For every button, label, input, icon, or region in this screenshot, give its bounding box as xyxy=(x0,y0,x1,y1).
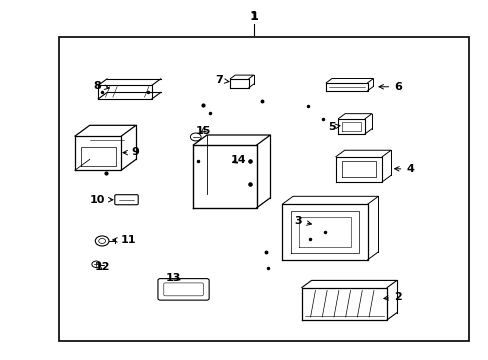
Text: 14: 14 xyxy=(230,155,246,165)
Text: 10: 10 xyxy=(89,195,113,205)
Text: 5: 5 xyxy=(328,122,339,132)
Text: 13: 13 xyxy=(166,273,181,283)
Text: 7: 7 xyxy=(214,75,228,85)
Bar xyxy=(59,37,468,341)
Text: 9: 9 xyxy=(123,147,140,157)
Text: 1: 1 xyxy=(250,12,258,22)
Text: 8: 8 xyxy=(93,81,109,91)
Text: 2: 2 xyxy=(383,292,401,302)
Text: 4: 4 xyxy=(394,164,413,174)
Text: 11: 11 xyxy=(113,235,136,245)
Text: 12: 12 xyxy=(94,262,110,272)
Text: 1: 1 xyxy=(249,10,258,23)
Text: 15: 15 xyxy=(196,126,211,135)
Text: 3: 3 xyxy=(294,216,311,226)
Text: 6: 6 xyxy=(378,82,401,92)
